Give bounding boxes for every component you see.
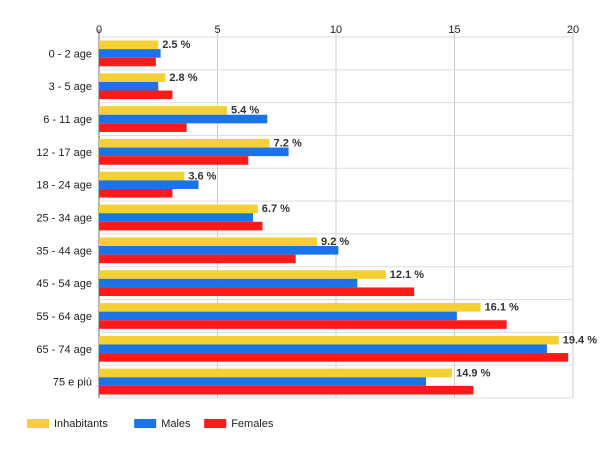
bar-females <box>99 320 507 329</box>
bar-inhabitants <box>99 270 386 279</box>
bar-males <box>99 377 427 386</box>
bar-females <box>99 156 249 165</box>
bar-males <box>99 49 161 58</box>
bar-females <box>99 385 474 395</box>
x-tick-label: 5 <box>214 24 220 36</box>
category-label: 65 - 74 age <box>36 344 92 356</box>
data-label: 7.2 % <box>274 138 302 150</box>
category-label: 55 - 64 age <box>36 311 92 323</box>
bar-inhabitants <box>99 237 318 247</box>
bar-inhabitants <box>99 204 258 214</box>
x-tick-label: 0 <box>96 24 102 36</box>
bar-inhabitants <box>99 73 166 82</box>
bar-females <box>99 90 173 100</box>
bar-males <box>99 246 339 255</box>
category-label: 6 - 11 age <box>43 114 92 126</box>
category-label: 3 - 5 age <box>49 81 92 93</box>
category-label: 18 - 24 age <box>36 180 92 192</box>
data-label: 6.7 % <box>262 203 290 215</box>
legend-label-females: Females <box>231 418 274 430</box>
bar-inhabitants <box>99 368 453 378</box>
data-label: 5.4 % <box>231 105 259 117</box>
data-label: 2.8 % <box>169 72 197 84</box>
x-tick-label: 10 <box>330 24 342 36</box>
bar-males <box>99 344 547 354</box>
bar-females <box>99 188 173 198</box>
bar-inhabitants <box>99 335 559 345</box>
bar-females <box>99 57 156 67</box>
bar-females <box>99 221 263 231</box>
bar-males <box>99 213 254 222</box>
data-label: 14.9 % <box>456 367 490 379</box>
bar-inhabitants <box>99 40 159 50</box>
category-label: 25 - 34 age <box>36 213 92 225</box>
category-label: 45 - 54 age <box>36 278 92 290</box>
bar-males <box>99 311 457 321</box>
bar-females <box>99 123 187 132</box>
legend-label-males: Males <box>161 418 191 430</box>
data-label: 19.4 % <box>563 334 597 346</box>
bar-males <box>99 81 159 91</box>
bar-inhabitants <box>99 171 185 181</box>
bar-females <box>99 254 296 264</box>
bar-inhabitants <box>99 303 481 312</box>
legend-label-inhabitants: Inhabitants <box>54 418 108 430</box>
bar-males <box>99 114 268 124</box>
category-label: 75 e più <box>53 377 92 389</box>
category-label: 35 - 44 age <box>36 245 92 257</box>
bar-males <box>99 147 289 157</box>
data-label: 12.1 % <box>390 269 424 281</box>
x-tick-label: 15 <box>448 24 460 36</box>
data-label: 3.6 % <box>188 170 216 182</box>
legend-swatch-females <box>204 419 227 428</box>
category-label: 12 - 17 age <box>36 147 92 159</box>
bar-females <box>99 287 415 297</box>
legend-swatch-inhabitants <box>27 419 49 428</box>
data-label: 16.1 % <box>485 302 519 314</box>
bar-inhabitants <box>99 106 227 115</box>
category-label: 0 - 2 age <box>49 48 92 60</box>
x-tick-label: 20 <box>567 24 579 36</box>
legend-swatch-males <box>134 419 157 428</box>
data-label: 2.5 % <box>162 39 190 51</box>
bar-males <box>99 180 199 189</box>
bar-males <box>99 278 358 288</box>
bar-inhabitants <box>99 138 270 148</box>
bar-females <box>99 353 569 362</box>
data-label: 9.2 % <box>321 236 349 248</box>
